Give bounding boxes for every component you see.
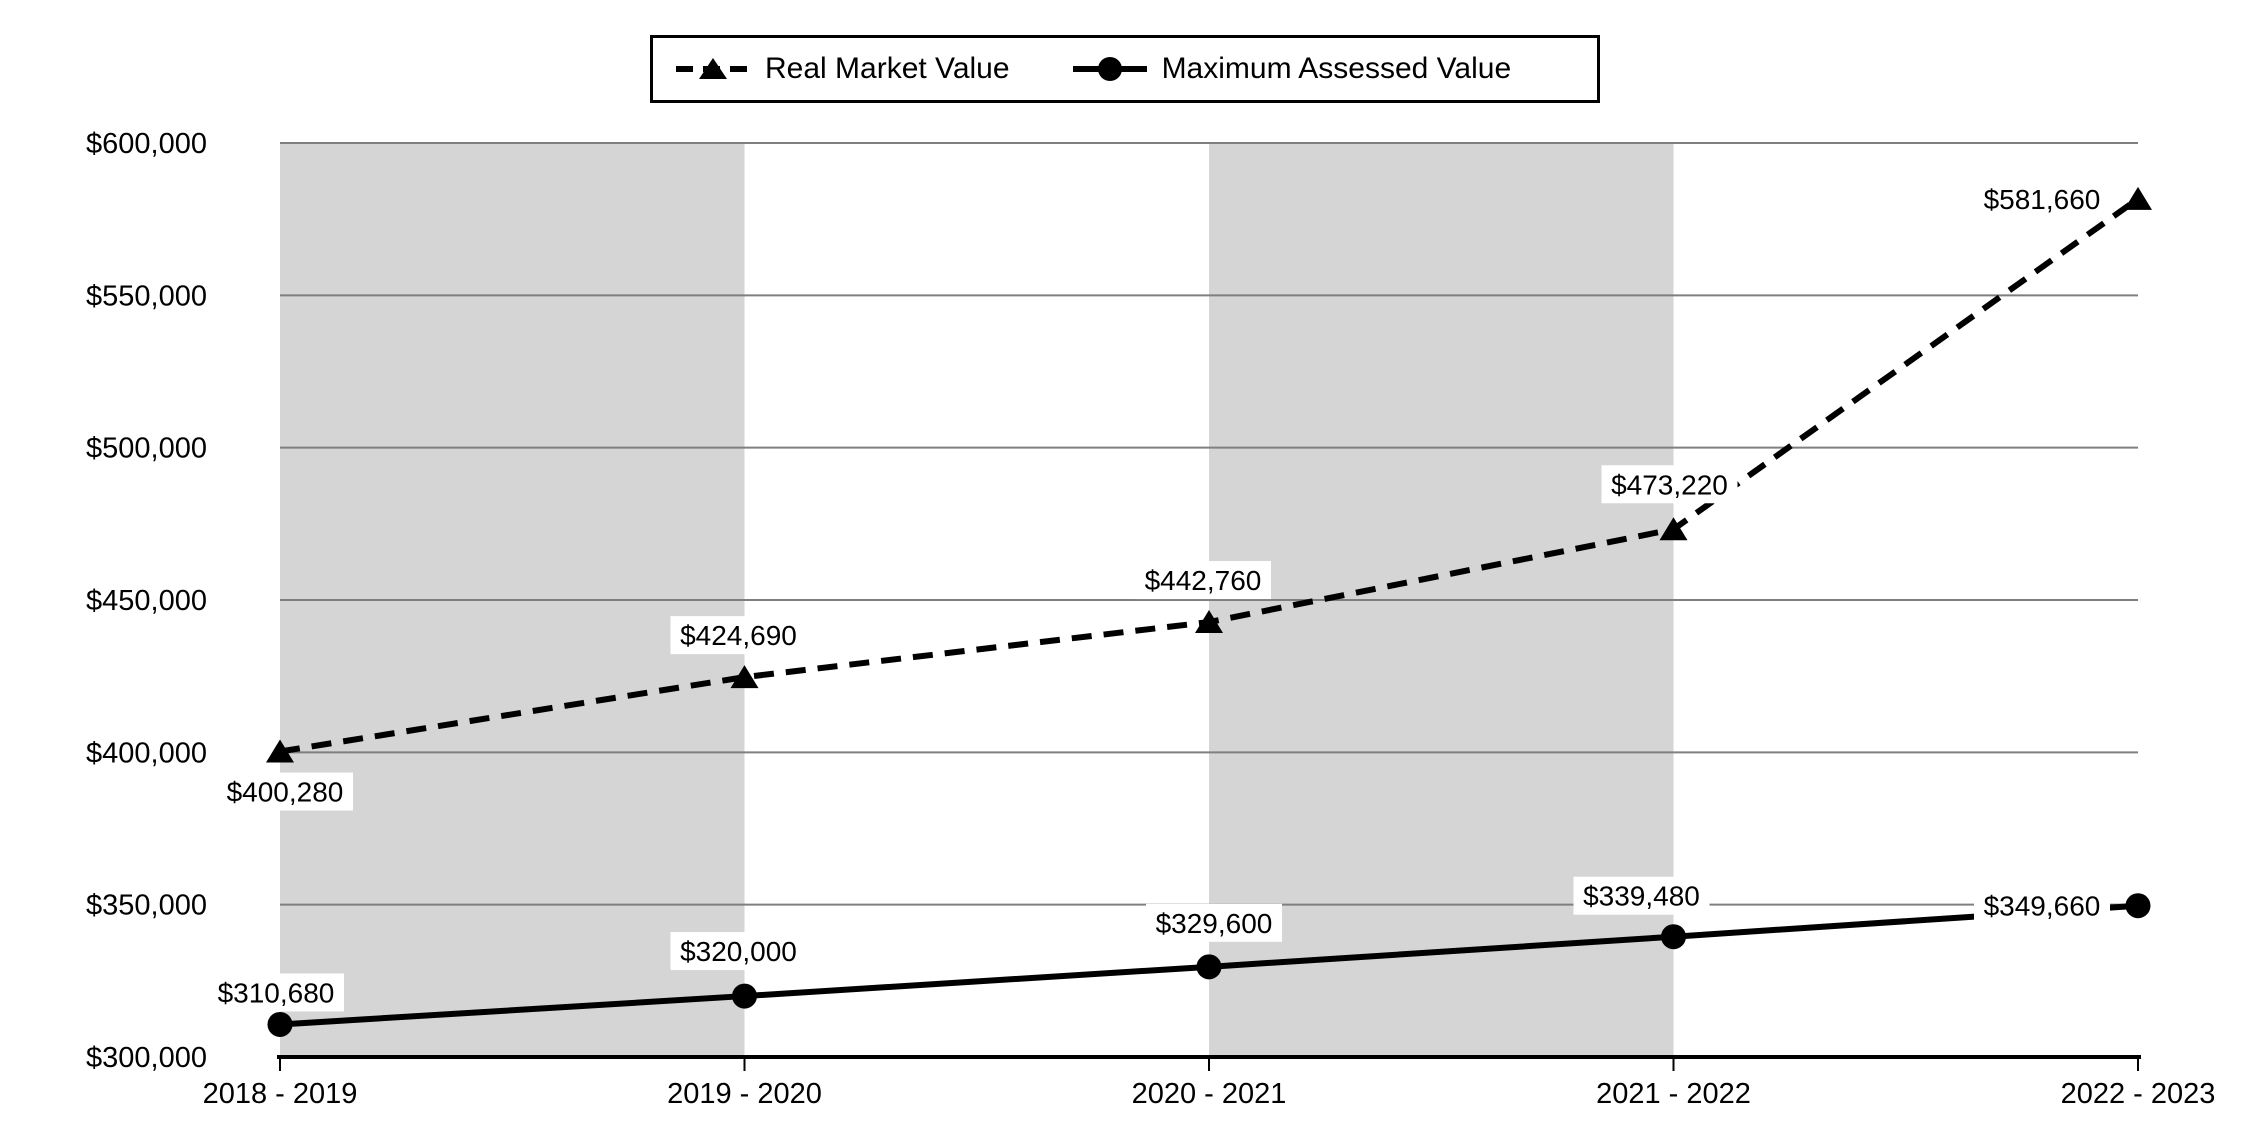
data-label-bg — [1135, 561, 1271, 600]
data-label: $349,660 — [1984, 891, 2101, 922]
y-axis-labels: $600,000 $550,000 $500,000 $450,000 $400,000… — [86, 128, 207, 1074]
data-label-bg — [208, 973, 344, 1012]
data-label: $424,690 — [680, 620, 797, 651]
data-label-bg — [1601, 465, 1738, 504]
circle-marker — [267, 1011, 293, 1037]
y-tick-label: $300,000 — [86, 1042, 207, 1074]
data-label: $339,480 — [1583, 881, 1700, 912]
triangle-marker — [730, 665, 759, 689]
y-tick-label: $350,000 — [86, 890, 207, 922]
solid-circle-marker-icon — [1072, 57, 1147, 81]
triangle-marker — [1659, 517, 1688, 541]
data-label-bg — [670, 616, 807, 655]
data-label-bg — [217, 772, 353, 811]
data-label-bg — [1573, 876, 1710, 915]
x-tick-label: 2018 - 2019 — [203, 1078, 358, 1110]
legend-item-real-market-value: Real Market Value — [675, 52, 1010, 86]
data-label-bg — [1974, 886, 2110, 925]
legend-item-maximum-assessed-value: Maximum Assessed Value — [1072, 52, 1512, 86]
circle-marker — [1196, 954, 1222, 980]
circle-marker — [2125, 893, 2151, 919]
x-tick-label: 2021 - 2022 — [1596, 1078, 1751, 1110]
data-label: $329,600 — [1156, 908, 1273, 939]
circle-marker — [1661, 924, 1686, 950]
data-label-bg — [1146, 903, 1282, 942]
data-label: $310,680 — [218, 977, 335, 1008]
y-tick-label: $450,000 — [86, 585, 207, 617]
chart-legend: Real Market Value Maximum Assessed Value — [650, 35, 1600, 103]
data-label: $320,000 — [680, 936, 797, 967]
y-tick-label: $400,000 — [86, 737, 207, 769]
x-tick-label: 2020 - 2021 — [1132, 1078, 1287, 1110]
y-tick-label: $600,000 — [86, 128, 207, 160]
data-label-bg — [670, 932, 807, 971]
x-axis: 2018 - 2019 2019 - 2020 2020 - 2021 2021 - … — [203, 1055, 2216, 1110]
x-tick-label: 2019 - 2020 — [667, 1078, 822, 1110]
data-labels: $400,280 $424,690 $442,760 $473,220 $581,660… — [208, 179, 2110, 1012]
data-label: $400,280 — [227, 776, 344, 807]
x-tick-label: 2022 - 2023 — [2061, 1078, 2216, 1110]
data-label: $442,760 — [1145, 565, 1262, 596]
gridlines — [280, 142, 2138, 906]
data-label: $581,660 — [1984, 184, 2101, 215]
triangle-marker — [266, 739, 294, 763]
data-label: $473,220 — [1611, 469, 1728, 500]
data-label-bg — [1974, 179, 2110, 218]
dashed-triangle-marker-icon — [676, 58, 750, 79]
triangle-marker — [2124, 186, 2152, 210]
series-markers — [266, 186, 2152, 1037]
y-tick-label: $500,000 — [86, 433, 207, 465]
legend-label-real-market-value: Real Market Value — [765, 52, 1010, 85]
circle-marker — [732, 983, 757, 1009]
y-tick-label: $550,000 — [86, 280, 207, 312]
legend-label-maximum-assessed-value: Maximum Assessed Value — [1161, 52, 1512, 85]
triangle-marker — [1195, 610, 1223, 634]
